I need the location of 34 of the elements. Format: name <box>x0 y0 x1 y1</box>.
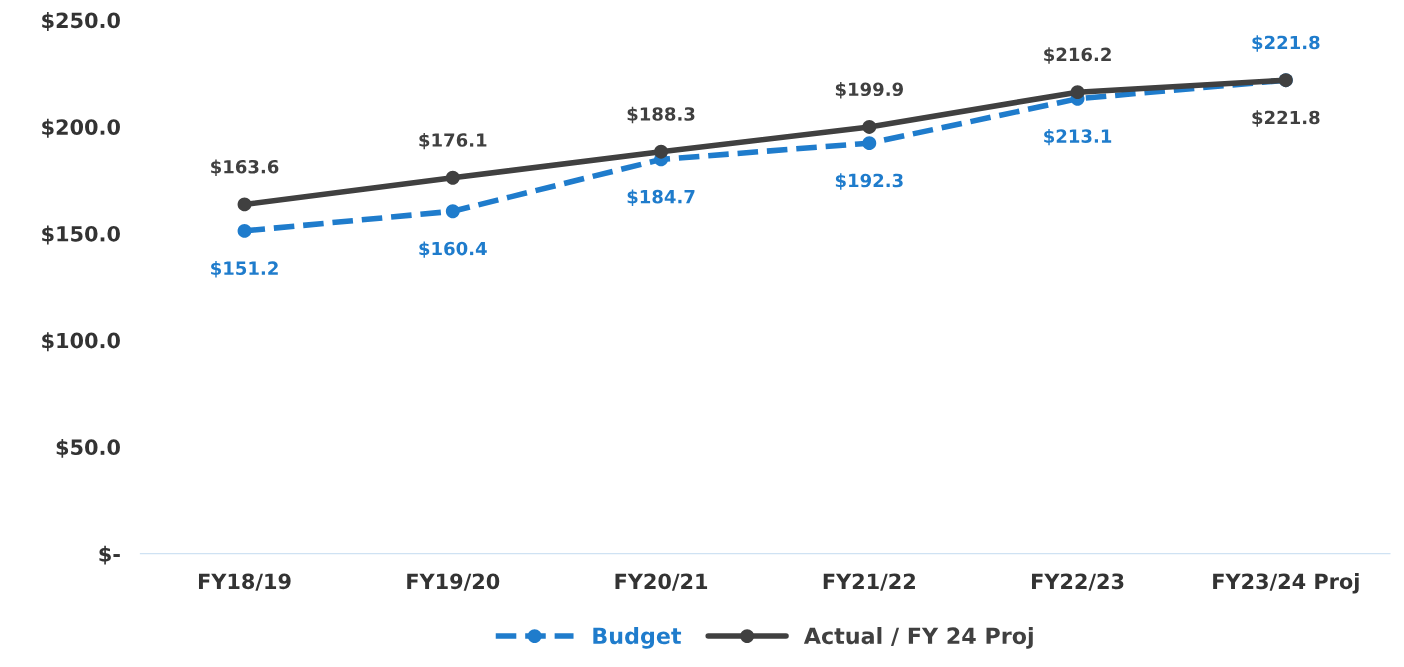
legend-label: Actual / FY 24 Proj <box>803 626 1033 649</box>
data-label: $192.3 <box>835 173 903 190</box>
point <box>445 170 460 185</box>
data-label: $160.4 <box>419 241 487 258</box>
data-label: $184.7 <box>627 189 695 206</box>
y-tick-label: $50.0 <box>56 438 120 458</box>
point <box>237 223 252 238</box>
x-tick-label: FY20/21 <box>615 573 708 591</box>
y-tick-label: $250.0 <box>42 12 120 31</box>
y-tick-label: $100.0 <box>42 332 120 352</box>
y-tick-label: $- <box>99 545 120 565</box>
legend-label: Budget <box>593 626 682 649</box>
x-tick-label: FY22/23 <box>1032 573 1124 591</box>
data-label: $216.2 <box>1044 47 1111 64</box>
x-tick-label: FY23/24 Proj <box>1213 573 1359 594</box>
data-label: $163.6 <box>211 159 279 176</box>
point <box>862 136 877 151</box>
point <box>237 197 252 212</box>
point <box>862 120 877 134</box>
data-label: $188.3 <box>627 106 695 124</box>
data-label: $176.1 <box>419 132 487 150</box>
y-tick-label: $150.0 <box>42 225 120 245</box>
x-tick-label: FY18/19 <box>198 573 291 591</box>
point <box>445 204 460 219</box>
data-label: $199.9 <box>835 82 903 99</box>
x-tick-label: FY21/22 <box>823 573 915 591</box>
point <box>1070 85 1085 100</box>
y-tick-label: $200.0 <box>42 118 120 138</box>
data-label: $221.8 <box>1252 35 1320 52</box>
data-label: $213.1 <box>1044 128 1112 146</box>
x-tick-label: FY19/20 <box>407 573 500 591</box>
point <box>654 144 668 159</box>
data-label: $221.8 <box>1252 110 1320 127</box>
data-label: $151.2 <box>211 261 278 278</box>
